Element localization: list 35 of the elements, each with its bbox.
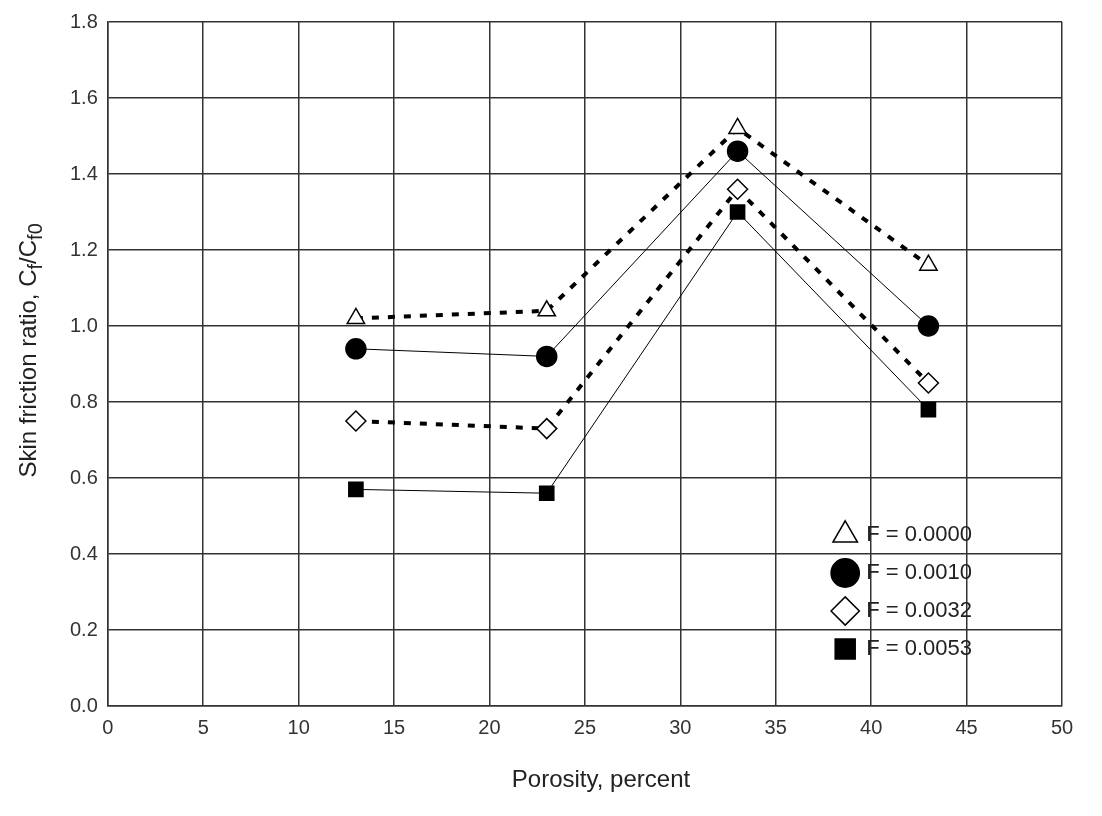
x-axis-title: Porosity, percent	[510, 765, 692, 793]
point	[917, 372, 940, 394]
point	[728, 117, 747, 135]
y-tick-label: 1.2	[69, 237, 98, 260]
point	[538, 485, 555, 502]
y-tick-label: 0.4	[69, 541, 98, 564]
point	[917, 315, 940, 337]
x-tick-label: 15	[382, 715, 406, 738]
point	[535, 345, 558, 368]
x-tick-label: 40	[860, 715, 883, 738]
point	[345, 338, 367, 360]
x-tick-label: 5	[197, 715, 209, 738]
y-tick-label: 1.6	[69, 85, 98, 108]
x-tick-label: 30	[669, 715, 692, 738]
y-tick-label: 0.0	[69, 693, 98, 716]
point	[726, 178, 749, 200]
point	[348, 481, 364, 498]
x-tick-label: 35	[764, 715, 787, 738]
x-tick-label: 10	[287, 715, 310, 738]
point	[535, 417, 558, 440]
x-tick-label: 50	[1050, 715, 1074, 738]
y-tick-label: 0.6	[69, 465, 98, 488]
point	[345, 410, 367, 432]
y-tick-label: 0.2	[69, 617, 98, 640]
point	[726, 140, 749, 162]
y-tick-label: 1.4	[69, 161, 98, 184]
point	[920, 401, 937, 418]
point	[729, 204, 746, 220]
x-tick-label: 20	[478, 715, 501, 738]
x-tick-label: 25	[573, 715, 597, 738]
x-tick-label: 45	[955, 715, 978, 738]
y-tick-label: 1.0	[69, 313, 98, 336]
y-tick-label: 1.8	[69, 9, 98, 32]
x-tick-label: 0	[102, 715, 114, 738]
y-tick-label: 0.8	[69, 389, 98, 412]
